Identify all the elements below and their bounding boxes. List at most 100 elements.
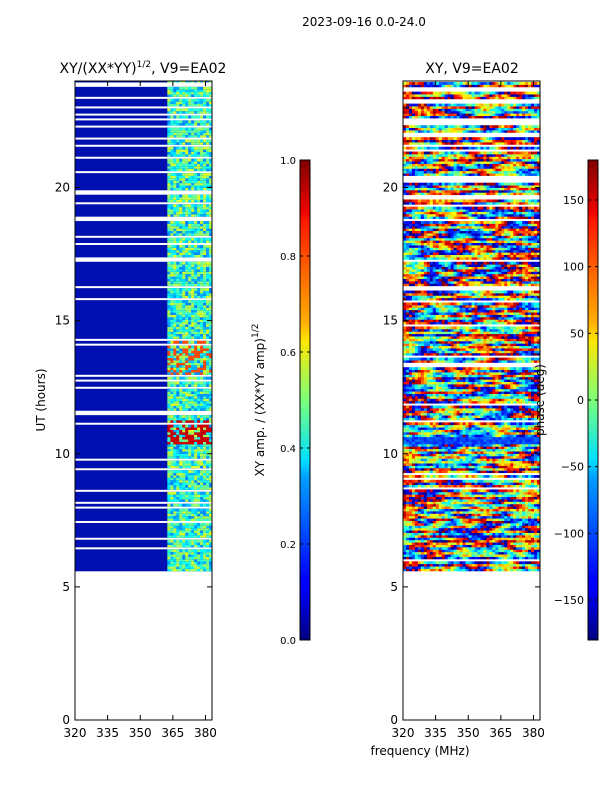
- heat-cell: [414, 465, 419, 469]
- heat-cell: [209, 328, 212, 332]
- heat-cell: [185, 199, 189, 203]
- heat-cell: [405, 508, 410, 512]
- heat-cell: [185, 304, 189, 308]
- heat-cell: [188, 453, 192, 457]
- heat-cell: [414, 453, 419, 457]
- heat-cell: [525, 537, 529, 541]
- heat-cell: [209, 463, 212, 466]
- heat-cell: [173, 307, 177, 311]
- heat-cell: [179, 213, 183, 217]
- heat-cell: [170, 436, 174, 440]
- heat-cell: [197, 268, 201, 272]
- heat-cell: [173, 568, 177, 572]
- heat-cell: [483, 484, 487, 488]
- heat-cell: [167, 472, 171, 476]
- heat-cell: [528, 463, 532, 466]
- heat-cell: [501, 503, 505, 507]
- heat-cell: [188, 563, 192, 567]
- heat-cell: [173, 271, 177, 275]
- heat-cell: [206, 491, 210, 495]
- heat-cell: [528, 448, 532, 452]
- heat-cell: [197, 455, 201, 459]
- heat-cell: [459, 451, 463, 454]
- heat-cell: [459, 465, 463, 469]
- heat-cell: [462, 554, 466, 557]
- heat-cell: [191, 491, 195, 495]
- heat-cell: [492, 499, 496, 502]
- heat-cell: [480, 537, 484, 541]
- heat-cell: [477, 534, 481, 538]
- heat-cell: [200, 465, 204, 469]
- heat-cell: [170, 221, 174, 224]
- heat-row: [75, 530, 212, 533]
- heat-cell: [188, 348, 192, 351]
- heat-cell: [498, 451, 502, 454]
- heat-cell: [167, 494, 171, 498]
- heat-cell: [179, 403, 183, 406]
- heat-cell: [197, 158, 201, 162]
- heat-cell: [534, 443, 538, 447]
- heat-cell: [462, 503, 466, 507]
- heat-cell: [429, 532, 434, 536]
- heat-cell: [468, 513, 472, 517]
- heat-row: [75, 561, 212, 565]
- heat-cell: [432, 508, 437, 512]
- heat-cell: [197, 209, 201, 212]
- heat-cell: [185, 508, 189, 512]
- heat-cell: [176, 197, 180, 200]
- heat-cell: [513, 515, 517, 519]
- heat-cell: [507, 561, 511, 565]
- heat-cell: [492, 518, 496, 521]
- heat-cell: [188, 177, 192, 181]
- heat-cell: [516, 496, 520, 500]
- heat-cell: [200, 326, 204, 330]
- heat-cell: [194, 470, 198, 474]
- heat-cell: [206, 108, 210, 112]
- heat-cell: [450, 525, 455, 529]
- heat-cell: [403, 534, 407, 538]
- heat-cell: [170, 134, 174, 138]
- heat-cell: [420, 527, 425, 531]
- heat-cell: [179, 101, 183, 105]
- heat-cell: [501, 506, 505, 509]
- heat-cell: [435, 467, 440, 471]
- heat-cell: [203, 463, 207, 466]
- heat-cell: [191, 149, 195, 152]
- heat-cell: [495, 446, 499, 450]
- heat-cell: [197, 551, 201, 555]
- heat-cell: [185, 213, 189, 217]
- heat-cell: [444, 534, 449, 538]
- heat-cell: [197, 264, 201, 267]
- heat-cell: [519, 443, 523, 447]
- heat-cell: [167, 146, 171, 150]
- heat-cell: [510, 561, 514, 565]
- heat-cell: [489, 544, 493, 548]
- heat-cell: [188, 290, 192, 294]
- heat-cell: [206, 94, 210, 97]
- heat-cell: [489, 513, 493, 517]
- heat-cell: [197, 360, 201, 363]
- heat-cell: [194, 367, 198, 371]
- heat-cell: [185, 254, 189, 258]
- heat-cell: [209, 362, 212, 366]
- heat-cell: [495, 513, 499, 517]
- heat-cell: [191, 261, 195, 265]
- heat-cell: [200, 276, 204, 279]
- heat-cell: [414, 539, 419, 543]
- heat-cell: [185, 551, 189, 555]
- heat-cell: [191, 94, 195, 97]
- heat-cell: [182, 149, 186, 152]
- heat-cell: [408, 554, 413, 557]
- heat-cell: [450, 463, 455, 466]
- heat-cell: [447, 489, 452, 493]
- heat-cell: [203, 264, 207, 267]
- heat-cell: [185, 532, 189, 536]
- heat-cell: [182, 120, 186, 124]
- heat-cell: [459, 522, 463, 526]
- heat-cell: [194, 223, 198, 227]
- heat-cell: [194, 350, 198, 354]
- heat-cell: [170, 403, 174, 406]
- heat-cell: [411, 522, 416, 526]
- heat-cell: [191, 439, 195, 442]
- heat-cell: [170, 395, 174, 399]
